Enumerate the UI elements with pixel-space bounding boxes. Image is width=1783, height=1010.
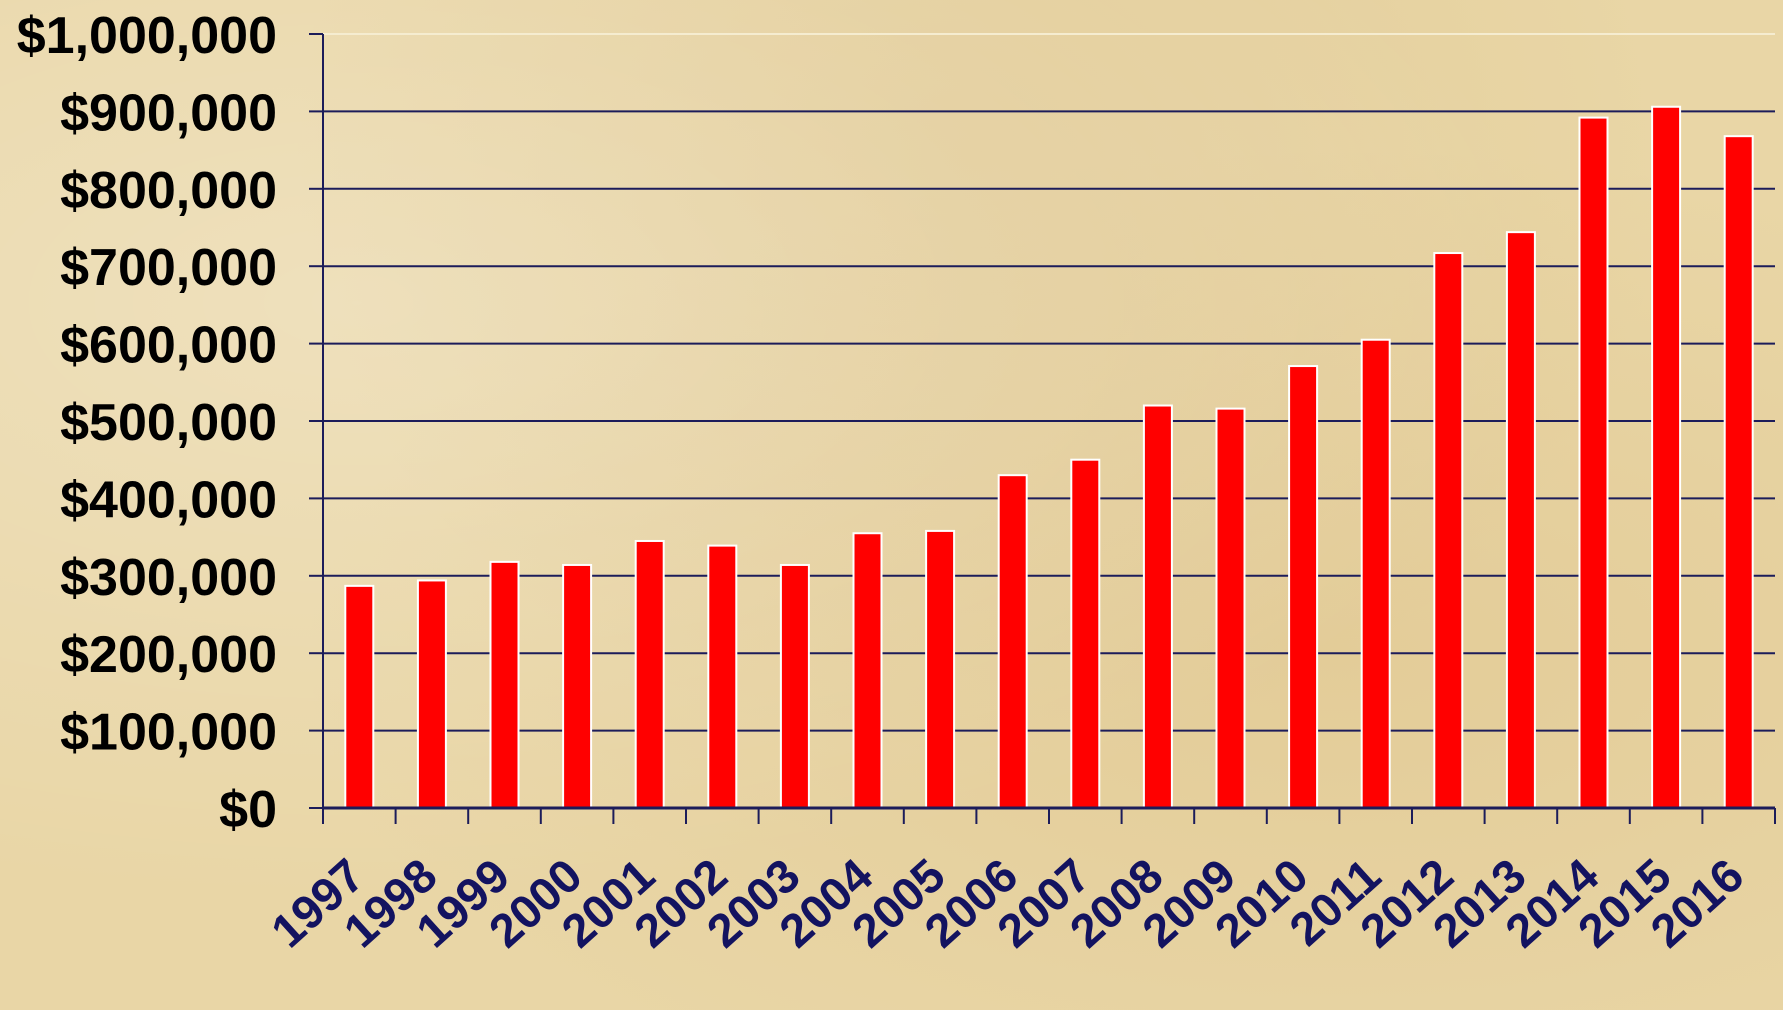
bar-2000: [562, 563, 593, 809]
bar-2002: [707, 544, 738, 809]
bar-2003: [779, 563, 810, 809]
y-tick-label: $1,000,000: [17, 7, 277, 65]
y-tick-label: $900,000: [60, 84, 277, 142]
bar-2001: [634, 539, 665, 809]
y-tick-label: $700,000: [60, 239, 277, 297]
y-tick-label: $800,000: [60, 162, 277, 220]
bar-2004: [852, 532, 883, 809]
bar-1997: [344, 584, 375, 809]
bar-2008: [1142, 404, 1173, 809]
y-tick-label: $400,000: [60, 471, 277, 529]
bar-2007: [1070, 458, 1101, 809]
bar-2013: [1505, 231, 1536, 810]
y-tick-label: $200,000: [60, 626, 277, 684]
bar-2015: [1651, 105, 1682, 810]
bar-1999: [489, 560, 520, 809]
y-tick-label: $0: [219, 781, 277, 839]
y-tick-label: $300,000: [60, 549, 277, 607]
y-tick-label: $500,000: [60, 394, 277, 452]
bar-2006: [997, 474, 1028, 809]
bar-2011: [1360, 338, 1391, 809]
bar-2014: [1578, 116, 1609, 810]
y-tick-label: $100,000: [60, 704, 277, 762]
bars: [344, 105, 1754, 810]
bar-1998: [416, 579, 447, 809]
bar-2009: [1215, 407, 1246, 809]
bar-2005: [925, 529, 956, 810]
bar-2016: [1723, 135, 1754, 809]
bar-2010: [1288, 365, 1319, 809]
y-tick-label: $600,000: [60, 317, 277, 375]
x-axis-tick-labels: 1997199819992000200120022003200420052006…: [261, 848, 1754, 957]
bar-2012: [1433, 252, 1464, 810]
gridlines: [323, 33, 1775, 732]
axes: [309, 33, 1776, 824]
y-axis-tick-labels: $0 $100,000 $200,000 $300,000 $400,000 $500,0…: [17, 7, 277, 839]
